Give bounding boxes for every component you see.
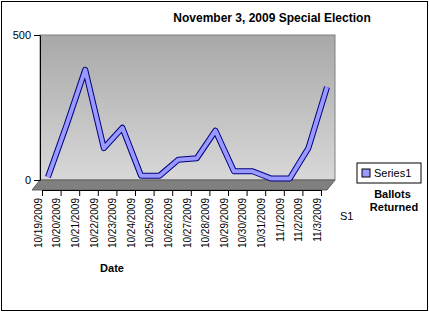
title: November 3, 2009 Special Election: [173, 11, 370, 25]
line: [48, 70, 327, 179]
legend-swatch: [362, 169, 370, 177]
x-tick: 10/28/2009: [200, 190, 211, 248]
x-tick: 11/3/2009: [312, 190, 323, 242]
chart: 0 500 10/19/2009 10/20/2009 10/21/2009 10/22/…: [0, 0, 429, 312]
chart-frame: [2, 2, 428, 311]
x-tick: 10/21/2009: [70, 190, 81, 248]
x-tick-label: 10/19/2009: [33, 198, 44, 248]
x-tick-mark: [42, 190, 43, 196]
x-tick: 11/1/2009: [275, 190, 286, 242]
x-tick-label: 10/26/2009: [163, 198, 174, 248]
x-tick-mark: [284, 190, 285, 196]
x-tick: 10/29/2009: [219, 190, 230, 248]
y-tick: 0: [25, 174, 40, 186]
y-tick-mark: [34, 180, 40, 181]
x-tick: 10/23/2009: [107, 190, 118, 248]
x-tick-mark: [172, 190, 173, 196]
x-axis-line: [43, 190, 322, 191]
legend: Series1: [357, 163, 421, 183]
series-axis-title: Ballots Returned: [370, 188, 418, 213]
x-tick-label: 10/30/2009: [237, 198, 248, 248]
x-tick-mark: [247, 190, 248, 196]
y-tick-label: 500: [13, 29, 31, 41]
legend-label: Series1: [374, 167, 411, 179]
x-tick-mark: [98, 190, 99, 196]
line-outline: [48, 70, 327, 179]
x-tick: 10/27/2009: [182, 190, 193, 248]
x-tick-label: 11/3/2009: [312, 198, 323, 242]
x-tick-mark: [321, 190, 322, 196]
x-tick-label: 10/21/2009: [70, 198, 81, 248]
x-tick: 10/19/2009: [33, 190, 44, 248]
x-tick-label: 10/27/2009: [182, 198, 193, 248]
legend-box: [357, 163, 421, 183]
x-tick: 11/2/2009: [293, 190, 304, 242]
x-tick-label: 10/25/2009: [144, 198, 155, 248]
x-tick-label: 10/29/2009: [219, 198, 230, 248]
x-tick-label: 10/23/2009: [107, 198, 118, 248]
y-tick: 500: [13, 29, 40, 41]
plot-marks: [48, 70, 327, 179]
x-tick-mark: [61, 190, 62, 196]
x-tick: 10/20/2009: [51, 190, 62, 248]
x-tick-mark: [154, 190, 155, 196]
x-tick-label: 10/22/2009: [89, 198, 100, 248]
x-tick-mark: [135, 190, 136, 196]
x-tick: 10/26/2009: [163, 190, 174, 248]
x-tick-mark: [79, 190, 80, 196]
x-tick-label: 10/28/2009: [200, 198, 211, 248]
x-tick: 10/24/2009: [126, 190, 137, 248]
x-tick-mark: [191, 190, 192, 196]
x-tick-label: 11/1/2009: [275, 198, 286, 242]
x-tick-label: 10/31/2009: [256, 198, 267, 248]
x-tick: 10/22/2009: [89, 190, 100, 248]
x-tick-label: 11/2/2009: [293, 198, 304, 242]
x-tick-mark: [209, 190, 210, 196]
x-axis-title: Date: [100, 262, 124, 274]
x-tick-mark: [116, 190, 117, 196]
x-axis: 10/19/2009 10/20/2009 10/21/2009 10/22/2009…: [33, 190, 323, 248]
x-tick-mark: [302, 190, 303, 196]
x-tick: 10/25/2009: [144, 190, 155, 248]
x-tick-mark: [265, 190, 266, 196]
y-axis-line: [40, 36, 41, 181]
x-tick-label: 10/20/2009: [51, 198, 62, 248]
series-axis-label: S1: [340, 210, 353, 222]
y-tick-label: 0: [25, 174, 31, 186]
x-tick-label: 10/24/2009: [126, 198, 137, 248]
x-tick: 10/31/2009: [256, 190, 267, 248]
back-wall: [40, 35, 335, 180]
y-tick-mark: [34, 35, 40, 36]
y-axis: 0 500: [13, 29, 41, 186]
x-tick: 10/30/2009: [237, 190, 248, 248]
x-tick-mark: [228, 190, 229, 196]
